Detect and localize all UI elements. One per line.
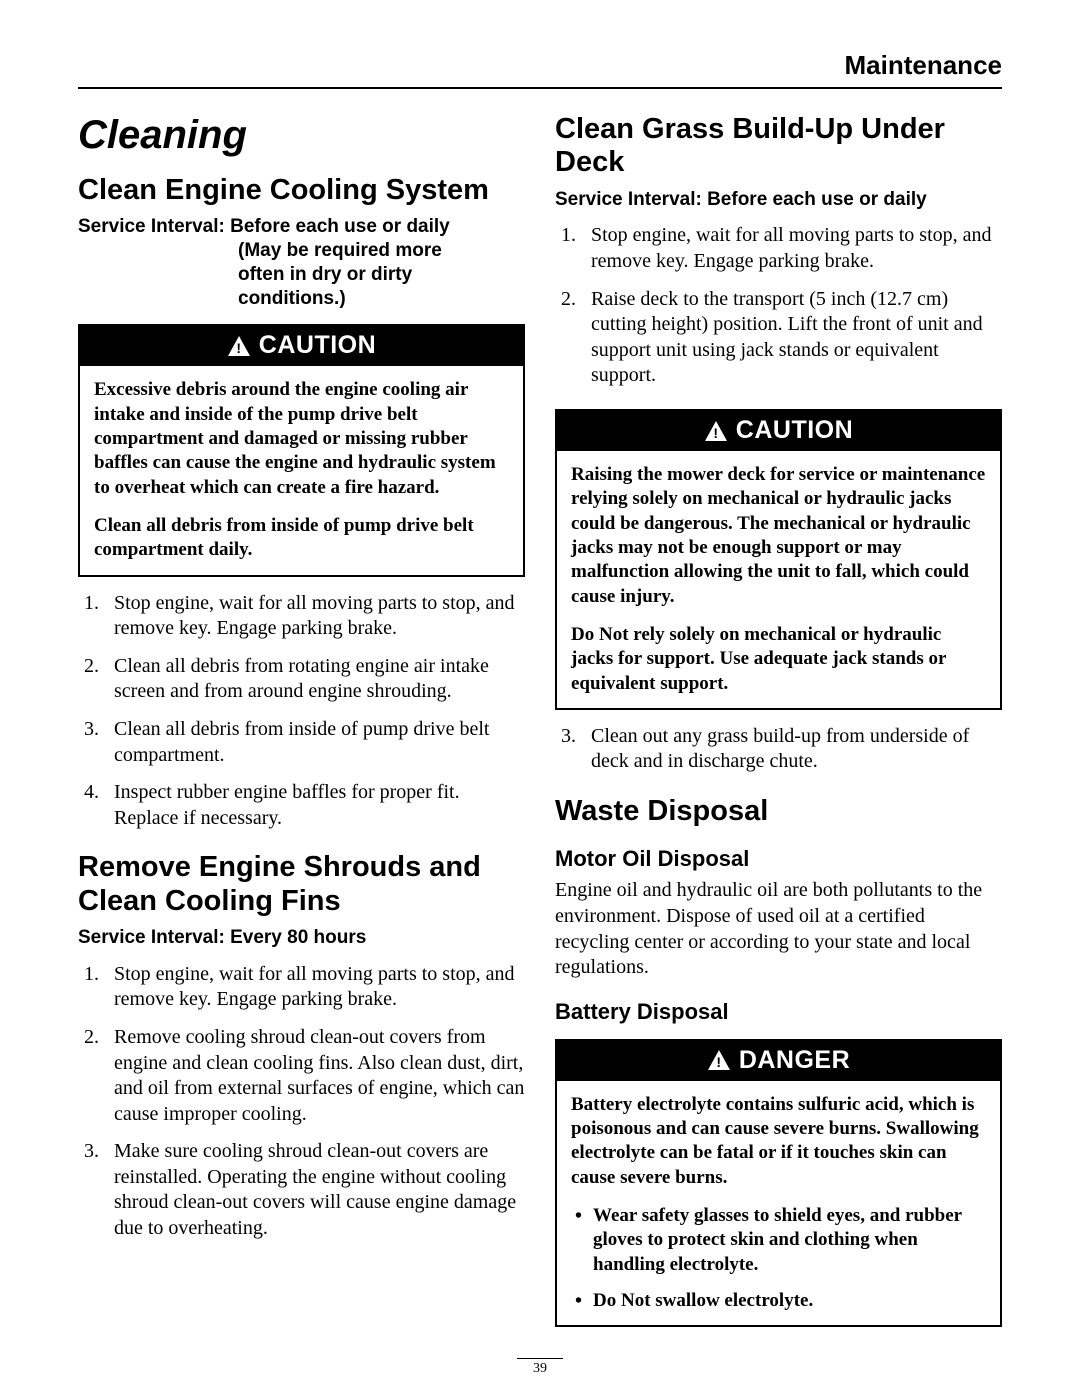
danger-box-battery: ! DANGER Battery electrolyte contains su… <box>555 1039 1002 1328</box>
danger-text: Battery electrolyte contains sulfuric ac… <box>571 1093 986 1190</box>
warning-icon: ! <box>227 335 251 357</box>
danger-label: DANGER <box>739 1046 850 1075</box>
engine-steps-list: Stop engine, wait for all moving parts t… <box>78 591 525 832</box>
list-item: Clean all debris from rotating engine ai… <box>78 654 525 705</box>
interval-note: (May be required more <box>78 239 525 263</box>
left-column: Cleaning Clean Engine Cooling System Ser… <box>78 113 525 1341</box>
list-item: Stop engine, wait for all moving parts t… <box>555 223 1002 274</box>
caution-text: Do Not rely solely on mechanical or hydr… <box>571 623 986 696</box>
svg-text:!: ! <box>713 425 718 441</box>
service-interval-shrouds: Service Interval: Every 80 hours <box>78 926 525 950</box>
caution-label: CAUTION <box>736 416 853 445</box>
list-item: Wear safety glasses to shield eyes, and … <box>571 1204 986 1277</box>
list-item: Remove cooling shroud clean-out covers f… <box>78 1025 525 1127</box>
caution-text: Clean all debris from inside of pump dri… <box>94 514 509 563</box>
remove-shrouds-heading: Remove Engine Shrouds and Clean Cooling … <box>78 851 525 918</box>
list-item: Clean all debris from inside of pump dri… <box>78 717 525 768</box>
caution-body: Raising the mower deck for service or ma… <box>557 451 1000 708</box>
page-number: 39 <box>0 1358 1080 1377</box>
danger-bullets: Wear safety glasses to shield eyes, and … <box>571 1204 986 1313</box>
list-item: Inspect rubber engine baffles for proper… <box>78 780 525 831</box>
list-item: Stop engine, wait for all moving parts t… <box>78 591 525 642</box>
caution-header: ! CAUTION <box>80 326 523 366</box>
caution-box-engine: ! CAUTION Excessive debris around the en… <box>78 324 525 576</box>
danger-header: ! DANGER <box>557 1041 1000 1081</box>
shrouds-steps-list: Stop engine, wait for all moving parts t… <box>78 962 525 1242</box>
danger-body: Battery electrolyte contains sulfuric ac… <box>557 1081 1000 1326</box>
list-item: Stop engine, wait for all moving parts t… <box>78 962 525 1013</box>
caution-text: Excessive debris around the engine cooli… <box>94 378 509 500</box>
caution-text: Raising the mower deck for service or ma… <box>571 463 986 609</box>
clean-engine-heading: Clean Engine Cooling System <box>78 174 525 207</box>
grass-steps-list-a: Stop engine, wait for all moving parts t… <box>555 223 1002 389</box>
motor-oil-heading: Motor Oil Disposal <box>555 846 1002 872</box>
interval-note: often in dry or dirty <box>78 263 525 287</box>
list-item: Make sure cooling shroud clean-out cover… <box>78 1139 525 1241</box>
waste-disposal-heading: Waste Disposal <box>555 795 1002 828</box>
main-title: Cleaning <box>78 113 525 158</box>
svg-text:!: ! <box>236 340 241 356</box>
grass-steps-list-b: Clean out any grass build-up from unders… <box>555 724 1002 775</box>
page-header: Maintenance <box>78 50 1002 89</box>
clean-grass-heading: Clean Grass Build-Up Under Deck <box>555 113 1002 180</box>
service-interval-engine: Service Interval: Before each use or dai… <box>78 215 525 310</box>
list-item: Raise deck to the transport (5 inch (12.… <box>555 287 1002 389</box>
service-interval-grass: Service Interval: Before each use or dai… <box>555 188 1002 212</box>
interval-label: Service Interval: <box>78 216 225 237</box>
warning-icon: ! <box>707 1049 731 1071</box>
battery-disposal-heading: Battery Disposal <box>555 999 1002 1025</box>
caution-header: ! CAUTION <box>557 411 1000 451</box>
caution-label: CAUTION <box>259 331 376 360</box>
list-item: Do Not swallow electrolyte. <box>571 1289 986 1313</box>
motor-oil-text: Engine oil and hydraulic oil are both po… <box>555 878 1002 980</box>
caution-box-grass: ! CAUTION Raising the mower deck for ser… <box>555 409 1002 710</box>
caution-body: Excessive debris around the engine cooli… <box>80 366 523 574</box>
svg-text:!: ! <box>716 1054 721 1070</box>
content-columns: Cleaning Clean Engine Cooling System Ser… <box>78 113 1002 1341</box>
warning-icon: ! <box>704 420 728 442</box>
list-item: Clean out any grass build-up from unders… <box>555 724 1002 775</box>
interval-note: conditions.) <box>78 287 525 311</box>
right-column: Clean Grass Build-Up Under Deck Service … <box>555 113 1002 1341</box>
interval-value: Before each use or daily <box>230 216 450 237</box>
